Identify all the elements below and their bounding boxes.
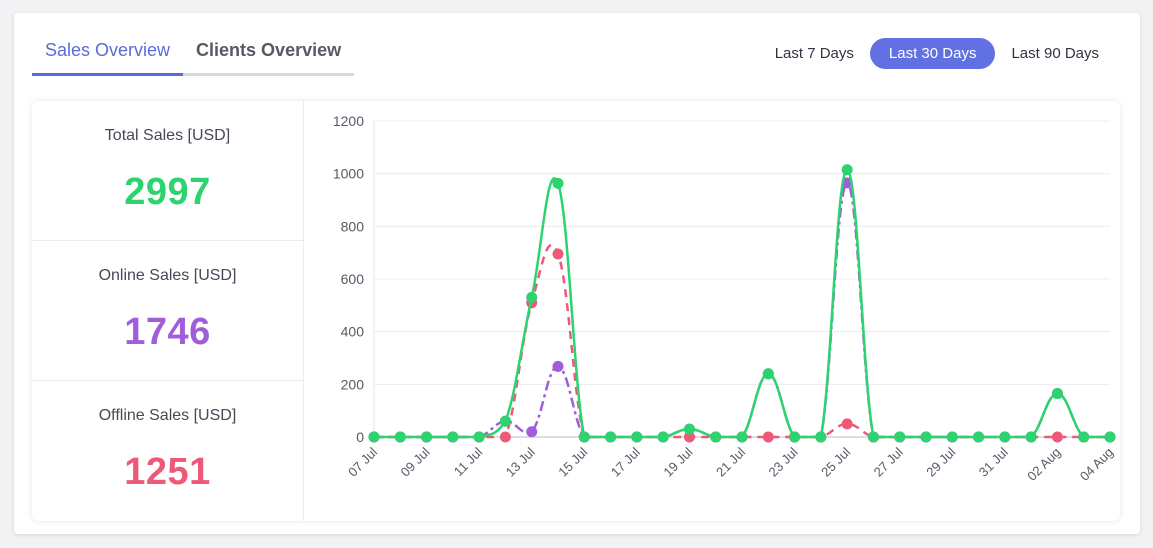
x-tick-label: 27 Jul — [871, 444, 906, 479]
x-tick-label: 04 Aug — [1077, 445, 1116, 484]
data-point-offline — [499, 431, 511, 443]
data-point-total — [894, 431, 906, 443]
tab-clients-overview[interactable]: Clients Overview — [183, 36, 355, 76]
x-tick-label: 31 Jul — [976, 444, 1011, 479]
data-point-total — [1025, 431, 1037, 443]
x-tick-label: 11 Jul — [451, 444, 486, 479]
data-point-offline — [1051, 431, 1063, 443]
tab-sales-overview[interactable]: Sales Overview — [32, 36, 184, 76]
chart-svg: 0 200 400 600 800 1000 1200 07 Jul 09 Jul 11 Jul 1… — [333, 113, 1116, 484]
y-tick-label: 0 — [356, 429, 364, 445]
sales-line-chart: 0 200 400 600 800 1000 1200 07 Jul 09 Jul 11 Jul 1… — [304, 101, 1120, 521]
y-tick-label: 1000 — [333, 166, 364, 182]
stat-value: 2997 — [124, 171, 211, 213]
data-point-offline — [762, 431, 774, 443]
data-point-online — [526, 426, 538, 438]
range-last-90-days[interactable]: Last 90 Days — [1011, 45, 1099, 62]
range-last-7-days[interactable]: Last 7 Days — [774, 45, 854, 62]
x-tick-label: 25 Jul — [818, 444, 853, 479]
stats-column: Total Sales [USD] 2997 Online Sales [USD… — [32, 101, 304, 521]
data-point-total — [762, 368, 774, 380]
sales-panel: Total Sales [USD] 2997 Online Sales [USD… — [32, 101, 1120, 521]
data-point-total — [736, 431, 748, 443]
overview-tabs: Sales Overview Clients Overview — [32, 36, 355, 76]
stat-total-sales: Total Sales [USD] 2997 — [32, 101, 303, 241]
stat-label: Total Sales [USD] — [104, 127, 231, 144]
data-point-total — [841, 164, 853, 176]
y-tick-label: 400 — [341, 324, 365, 340]
data-point-total — [789, 431, 801, 443]
x-tick-label: 29 Jul — [923, 444, 958, 479]
data-point-total — [1051, 388, 1063, 400]
data-point-total — [578, 431, 590, 443]
data-point-total — [867, 431, 879, 443]
y-tick-label: 1200 — [333, 113, 364, 129]
data-point-total — [394, 431, 406, 443]
range-last-30-days[interactable]: Last 30 Days — [869, 38, 996, 69]
y-tick-label: 600 — [341, 271, 365, 287]
stat-offline-sales: Offline Sales [USD] 1251 — [32, 381, 303, 521]
series-line-total — [374, 168, 1110, 439]
x-tick-label: 13 Jul — [503, 444, 538, 479]
stat-label: Online Sales [USD] — [98, 267, 237, 284]
data-point-total — [1078, 431, 1090, 443]
data-point-total — [421, 431, 433, 443]
data-point-total — [499, 415, 511, 427]
y-tick-label: 200 — [341, 376, 365, 392]
data-point-total — [447, 431, 459, 443]
data-point-total — [605, 431, 617, 443]
stat-online-sales: Online Sales [USD] 1746 — [32, 241, 303, 381]
data-point-total — [657, 431, 669, 443]
y-tick-label: 800 — [341, 218, 365, 234]
data-point-total — [1104, 431, 1116, 443]
data-point-total — [999, 431, 1011, 443]
data-point-offline — [552, 248, 564, 260]
data-point-total — [631, 431, 643, 443]
x-tick-label: 23 Jul — [766, 444, 801, 479]
data-point-total — [710, 431, 722, 443]
x-tick-label: 21 Jul — [713, 444, 748, 479]
data-point-total — [815, 431, 827, 443]
x-tick-label: 09 Jul — [398, 444, 433, 479]
x-tick-label: 07 Jul — [345, 444, 380, 479]
data-point-online — [552, 360, 564, 372]
data-point-total — [473, 431, 485, 443]
x-tick-label: 15 Jul — [555, 444, 590, 479]
stat-label: Offline Sales [USD] — [98, 407, 237, 424]
data-point-total — [973, 431, 985, 443]
x-tick-label: 02 Aug — [1024, 445, 1063, 484]
data-point-total — [920, 431, 932, 443]
series-line-offline — [374, 244, 1110, 439]
stat-value: 1746 — [124, 311, 211, 353]
data-point-total — [683, 423, 695, 435]
data-point-offline — [841, 418, 853, 430]
series-line-online — [374, 181, 1110, 439]
x-tick-label: 17 Jul — [608, 444, 643, 479]
x-tick-label: 19 Jul — [660, 444, 695, 479]
date-range-selector: Last 7 Days Last 30 Days Last 90 Days — [765, 38, 1109, 69]
stat-value: 1251 — [124, 451, 211, 493]
data-point-total — [368, 431, 380, 443]
data-point-total — [552, 177, 564, 189]
data-point-total — [946, 431, 958, 443]
data-point-total — [526, 291, 538, 303]
data-point-offline — [683, 431, 695, 443]
